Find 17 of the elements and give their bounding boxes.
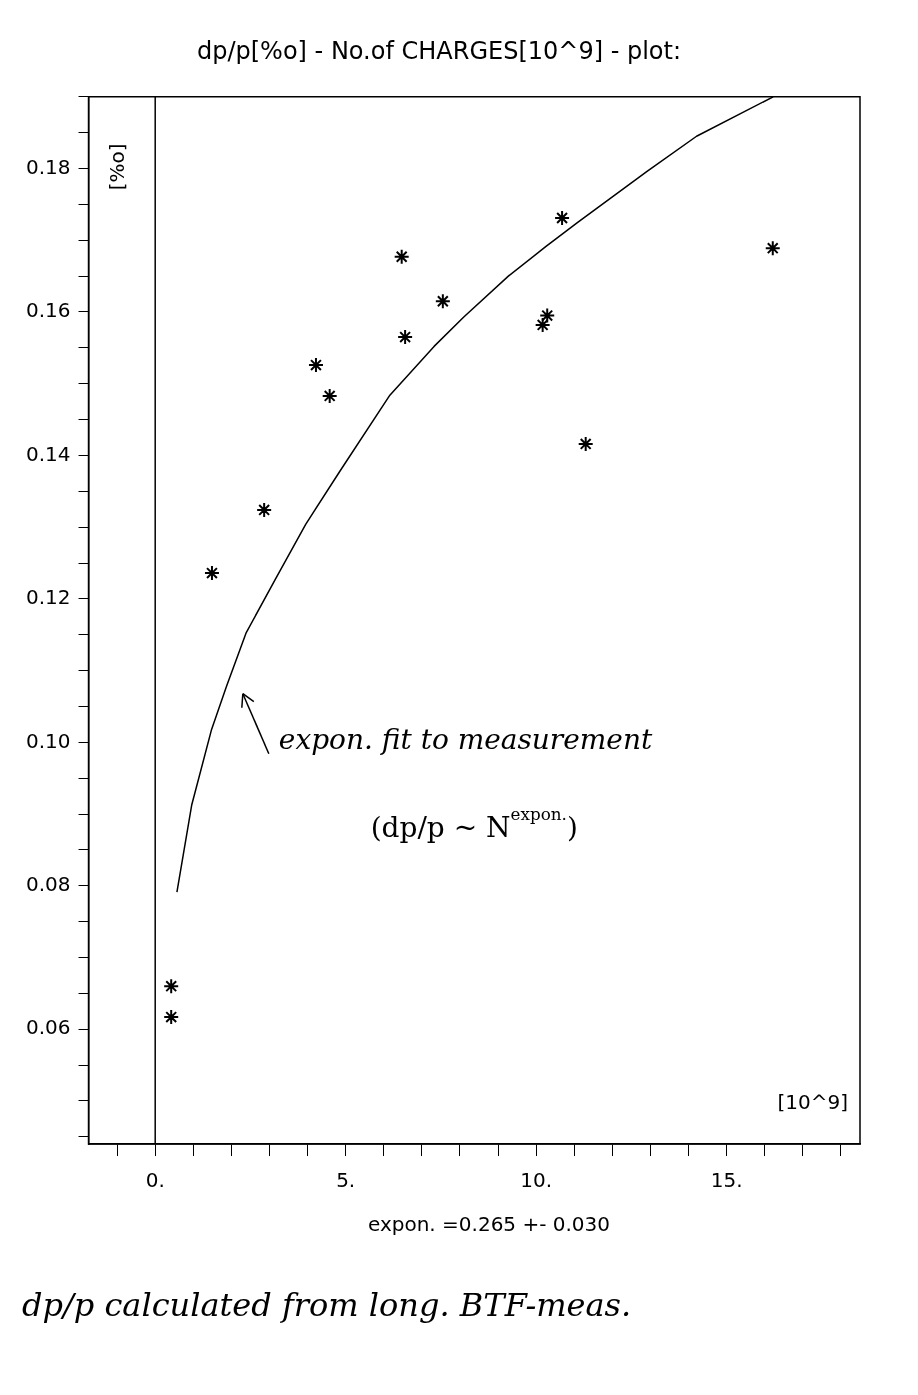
- chart-title: dp/p[%o] - No.of CHARGES[10^9] - plot:: [196, 36, 682, 65]
- x-tick-label: 15.: [710, 1168, 743, 1193]
- y-tick-label: 0.16: [26, 298, 71, 323]
- y-tick-label: 0.10: [26, 728, 71, 753]
- text: dp/p calculated from long. BTF-meas.: [21, 1286, 633, 1324]
- y-tick-label: 0.12: [26, 585, 71, 610]
- y-tick-label: 0.06: [26, 1015, 71, 1040]
- y-tick-label: 0.14: [26, 441, 71, 466]
- x-tick-label: 10.: [520, 1168, 553, 1193]
- y-tick-label: 0.18: [26, 154, 71, 179]
- text: expon. =0.265 +- 0.030: [366, 1212, 612, 1236]
- y-axis-title: [%o]: [104, 143, 129, 191]
- x-axis-title: [10^9]: [777, 1090, 848, 1115]
- x-tick-label: 0.: [145, 1168, 165, 1193]
- annotation: expon. fit to measurement: [278, 722, 653, 756]
- x-tick-label: 5.: [336, 1168, 356, 1193]
- y-tick-label: 0.08: [26, 871, 71, 896]
